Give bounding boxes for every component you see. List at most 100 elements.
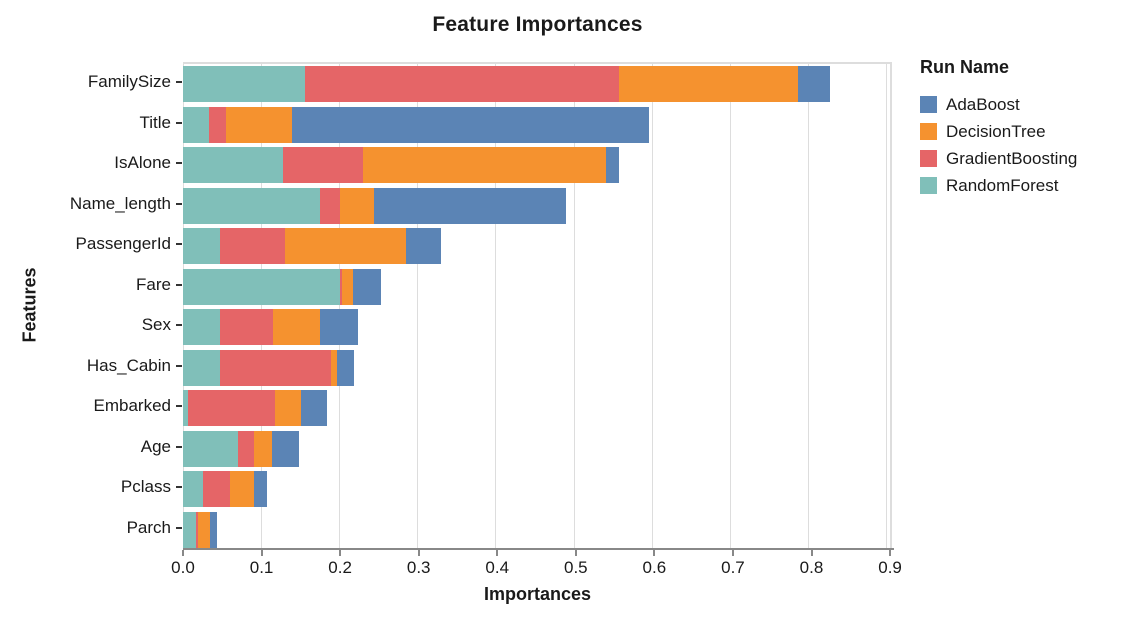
y-tick-mark [176,243,182,246]
gridline [807,64,809,548]
y-tick-mark [176,202,182,205]
gridline [417,64,419,548]
legend-swatch-icon [920,177,937,194]
x-axis: 0.0 0.1 0.2 0.3 0.4 0.5 0.6 0.7 0.8 0.9 [171,548,902,577]
bar-segment-DecisionTree [229,471,255,508]
legend-swatch-icon [920,150,937,167]
legend-items: AdaBoost DecisionTree GradientBoosting Rand… [920,91,1077,199]
y-tick-mark [176,324,182,327]
legend-item-AdaBoost: AdaBoost [920,91,1077,118]
bar-segment-GradientBoosting [319,187,340,224]
x-tick-mark [731,550,734,556]
bar-segment-RandomForest [183,187,320,224]
bar-segment-AdaBoost [797,66,830,103]
bar-row-Name_length [183,187,890,224]
bar-segment-DecisionTree [272,309,320,346]
bar-row-FamilySize [183,66,890,103]
bar-segment-AdaBoost [254,471,267,508]
bar-row-IsAlone [183,147,890,184]
bar-segment-AdaBoost [374,187,566,224]
bar-segment-GradientBoosting [340,268,342,305]
x-tick-mark [653,550,656,556]
bar-segment-RandomForest [183,390,189,427]
gridline [183,64,184,548]
bar-segment-AdaBoost [319,309,358,346]
bar-segment-RandomForest [183,511,197,548]
bar-row-Pclass [183,471,890,508]
bar-segment-AdaBoost [292,106,649,143]
bar-segment-AdaBoost [272,430,300,467]
legend-label: DecisionTree [946,121,1046,141]
x-tick-mark [339,550,342,556]
bar-segment-DecisionTree [341,268,354,305]
y-tick-label: Title [139,112,172,132]
bar-segment-RandomForest [183,147,283,184]
y-tick-label: FamilySize [87,72,171,92]
bar-segment-AdaBoost [605,147,619,184]
y-tick-label: Name_length [69,193,171,213]
x-tick-label: 0.1 [249,558,274,577]
x-tick-mark [574,550,577,556]
y-tick-mark [176,283,182,286]
bar-segment-AdaBoost [353,268,381,305]
bar-segment-RandomForest [183,106,209,143]
y-tick-mark [176,526,182,529]
legend-item-RandomForest: RandomForest [920,172,1077,199]
legend-label: AdaBoost [946,94,1020,114]
bar-row-Title [183,106,890,143]
bar-segment-GradientBoosting [202,471,230,508]
y-tick-label: Age [140,436,171,456]
bar-row-Embarked [183,390,890,427]
gridline [651,64,653,548]
bar-segment-DecisionTree [363,147,606,184]
x-tick-label: 0.8 [799,558,824,577]
x-tick-label: 0.6 [642,558,667,577]
bar-segment-AdaBoost [336,349,355,386]
x-tick-label: 0.9 [878,558,902,577]
legend-label: RandomForest [946,175,1059,195]
bar-segment-RandomForest [183,309,221,346]
y-tick-mark [176,445,182,448]
x-tick-label: 0.0 [171,558,195,577]
plot-area [183,62,892,548]
x-axis-title: Importances [483,584,592,604]
legend-swatch-icon [920,123,937,140]
y-tick-label: Parch [126,517,171,537]
bar-segment-GradientBoosting [304,66,619,103]
bar-segment-RandomForest [183,228,221,265]
y-tick-label: PassengerId [75,234,171,254]
x-tick-label: 0.2 [328,558,352,577]
x-tick-mark [417,550,420,556]
y-tick-label: Fare [136,274,171,294]
legend-item-DecisionTree: DecisionTree [920,118,1077,145]
y-tick-mark [176,81,182,84]
y-tick-row: Embarked [0,388,183,424]
bar-segment-GradientBoosting [196,511,198,548]
bar-segment-DecisionTree [254,430,273,467]
y-tick-row: Title [0,105,183,141]
bar-segment-GradientBoosting [282,147,364,184]
bar-row-Age [183,430,890,467]
bar-segment-DecisionTree [275,390,301,427]
gridline [573,64,575,548]
x-tick-mark [496,550,499,556]
x-tick-label: 0.4 [485,558,510,577]
legend-title: Run Name [920,57,1010,77]
bar-segment-GradientBoosting [220,228,286,265]
bar-segment-RandomForest [183,471,203,508]
x-tick-mark [182,550,184,556]
gridline [886,64,888,548]
bar-segment-DecisionTree [197,511,211,548]
y-tick-mark [176,121,182,124]
y-tick-label: Sex [141,315,171,335]
bar-segment-GradientBoosting [219,349,331,386]
bar-segment-DecisionTree [225,106,293,143]
y-tick-row: Fare [0,267,183,303]
bar-segment-AdaBoost [405,228,441,265]
bar-segment-RandomForest [183,349,220,386]
y-tick-row: FamilySize [0,64,183,100]
bar-segment-GradientBoosting [188,390,276,427]
x-tick-mark [889,550,892,556]
y-tick-row: Pclass [0,469,183,505]
